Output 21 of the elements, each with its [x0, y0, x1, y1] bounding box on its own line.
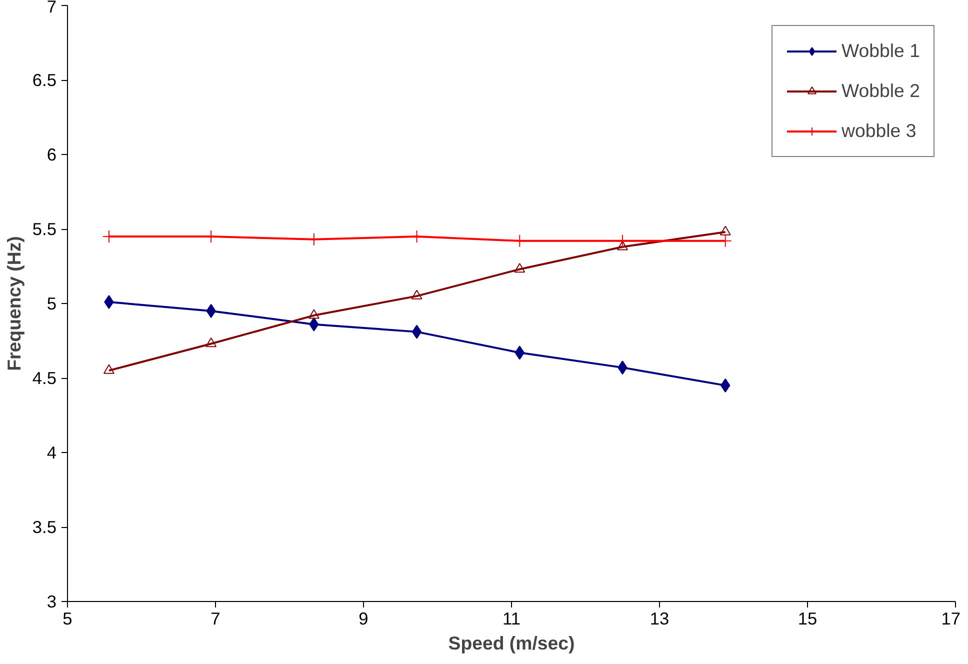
x-tick-label: 9	[358, 608, 368, 628]
legend-label: Wobble 2	[842, 80, 920, 102]
x-tick-label: 7	[210, 608, 220, 628]
y-tick-label: 3	[46, 592, 57, 612]
x-tick-label: 13	[650, 608, 670, 628]
x-tick-label: 11	[502, 608, 521, 628]
y-tick-label: 3.5	[32, 517, 57, 537]
x-axis-title: Speed (m/sec)	[448, 632, 575, 654]
legend-label: wobble 3	[842, 120, 916, 142]
y-tick-label: 6.5	[32, 70, 57, 90]
y-tick-label: 5	[46, 294, 57, 314]
y-tick-label: 4	[46, 442, 57, 462]
x-tick-label: 5	[62, 608, 72, 628]
x-tick-label: 15	[798, 608, 818, 628]
legend-label: Wobble 1	[842, 40, 920, 62]
y-tick-label: 7	[46, 0, 57, 16]
x-tick-label: 17	[941, 608, 961, 628]
y-tick-label: 4.5	[32, 368, 57, 388]
y-tick-label: 6	[46, 144, 57, 164]
y-tick-label: 5.5	[32, 219, 57, 239]
y-axis-title: Frequency (Hz)	[3, 236, 24, 371]
